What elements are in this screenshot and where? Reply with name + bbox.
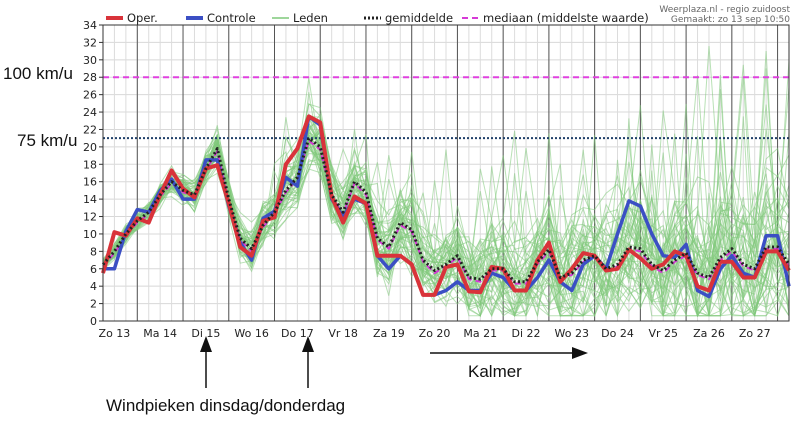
y-tick-label: 26	[83, 89, 97, 102]
right-arrow-head	[572, 347, 588, 359]
ensemble-members-layer	[102, 45, 790, 318]
credit-line-2: Gemaakt: zo 13 sep 10:50	[671, 15, 790, 25]
y-tick-label: 0	[90, 315, 97, 328]
legend-label: Controle	[207, 11, 256, 25]
series-line-2	[101, 136, 791, 284]
legend-label: Leden	[293, 11, 328, 25]
y-tick-label: 14	[83, 193, 97, 206]
x-axis-day-labels: Zo 13 Ma 14 Di 15 Wo 16 Do 17 Vr 18 Za 19 Zo 20…	[99, 327, 771, 340]
label-75kmu: 75 km/u	[17, 131, 78, 150]
x-day-label: Wo 16	[234, 327, 268, 340]
x-day-label: Zo 20	[419, 327, 451, 340]
credit-line-1: Weerplaza.nl - regio zuidoost	[659, 5, 790, 15]
x-day-label: Wo 23	[555, 327, 589, 340]
y-tick-label: 18	[83, 158, 97, 171]
x-day-label: Vr 18	[328, 327, 358, 340]
y-tick-label: 8	[90, 245, 97, 258]
x-day-label: Za 19	[373, 327, 405, 340]
y-tick-label: 24	[83, 106, 97, 119]
legend: Oper. Controle Leden gemiddelde mediaan (mid…	[106, 11, 649, 25]
y-tick-label: 28	[83, 71, 97, 84]
legend-label: gemiddelde	[385, 11, 453, 25]
x-day-label: Zo 27	[739, 327, 771, 340]
y-tick-label: 30	[83, 54, 97, 67]
y-tick-label: 6	[90, 263, 97, 276]
y-tick-label: 16	[83, 176, 97, 189]
series-layer	[101, 114, 791, 299]
x-day-label: Di 15	[191, 327, 220, 340]
x-day-label: Do 17	[281, 327, 314, 340]
label-kalmer: Kalmer	[468, 362, 522, 381]
reference-lines	[103, 76, 789, 140]
x-day-label: Vr 25	[648, 327, 678, 340]
label-windpieken: Windpieken dinsdag/donderdag	[106, 396, 346, 415]
x-day-label: Ma 14	[143, 327, 177, 340]
legend-label: mediaan (middelste waarde)	[483, 11, 649, 25]
up-arrow-head	[200, 336, 212, 352]
series-line-1	[103, 114, 791, 299]
x-day-label: Do 24	[601, 327, 634, 340]
y-tick-label: 10	[83, 228, 97, 241]
plot-frame	[102, 24, 790, 322]
y-tick-label: 20	[83, 141, 97, 154]
x-day-label: Ma 21	[463, 327, 497, 340]
y-tick-label: 4	[90, 280, 97, 293]
x-day-label: Zo 13	[99, 327, 131, 340]
y-tick-label: 12	[83, 211, 97, 224]
up-arrow-head	[302, 336, 314, 352]
x-day-label: Di 22	[512, 327, 541, 340]
legend-label: Oper.	[127, 11, 158, 25]
series-line-0	[101, 114, 791, 297]
label-100kmu: 100 km/u	[3, 64, 73, 83]
y-tick-label: 2	[90, 298, 97, 311]
y-tick-label: 34	[83, 19, 97, 32]
annotation-arrows	[200, 336, 588, 388]
y-tick-label: 22	[83, 123, 97, 136]
y-tick-label: 32	[83, 36, 97, 49]
x-day-label: Za 26	[693, 327, 725, 340]
